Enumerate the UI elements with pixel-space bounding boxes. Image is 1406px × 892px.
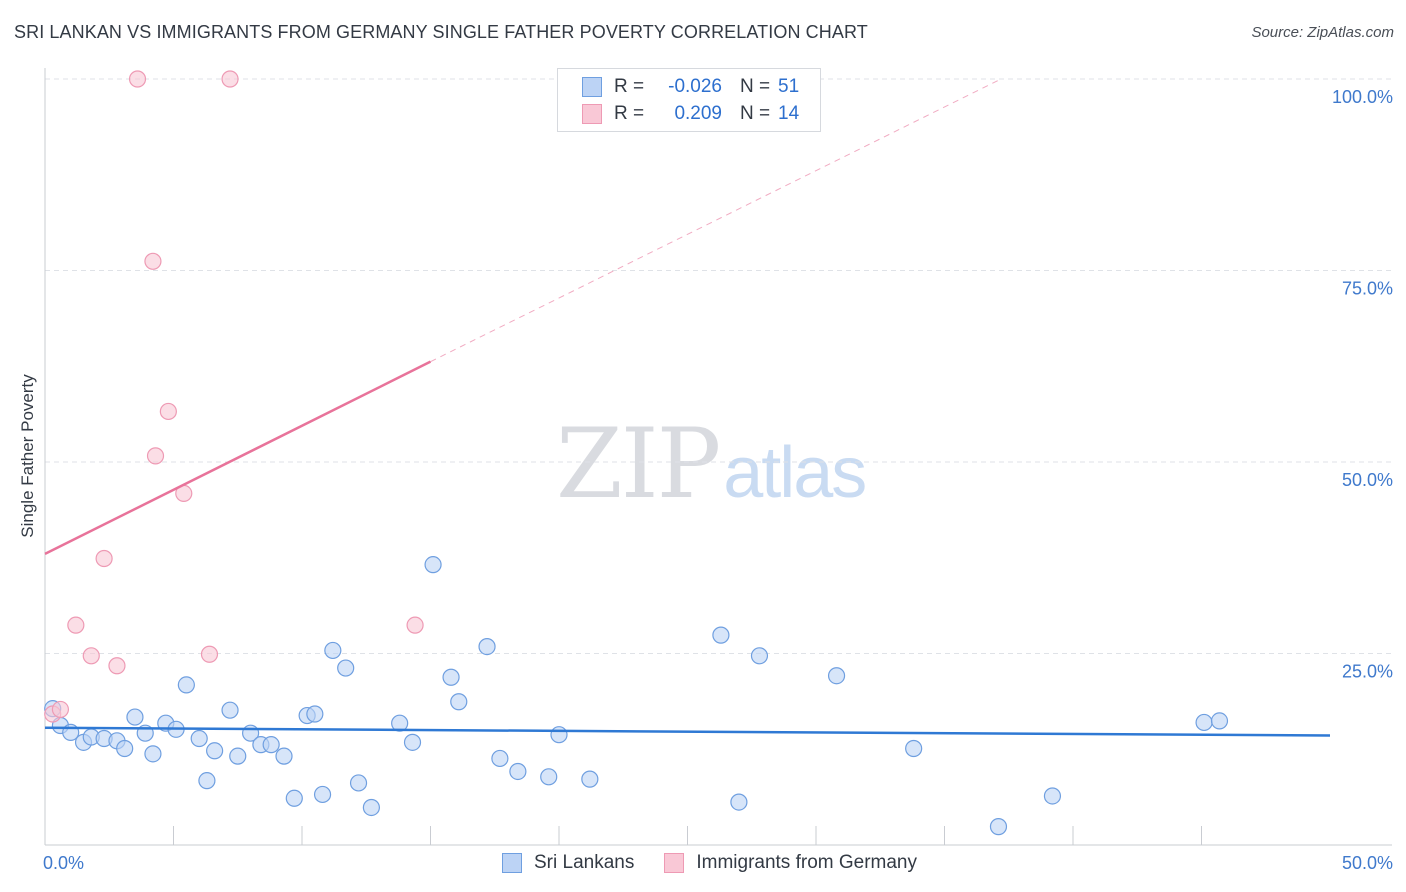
point-immigrants-germany <box>221 70 239 88</box>
point-sri-lankans <box>362 798 380 817</box>
y-axis-label: Single Father Poverty <box>18 374 37 538</box>
legend-r-value: 0.209 <box>674 103 722 124</box>
trend-line-immigrants-germany <box>44 360 432 556</box>
point-sri-lankans <box>306 705 324 723</box>
y-tick-label: 75.0% <box>1342 279 1393 299</box>
point-sri-lankans <box>116 739 134 758</box>
legend-label: Immigrants from Germany <box>696 852 917 873</box>
point-immigrants-germany <box>146 447 165 465</box>
legend-swatch-blue <box>582 77 602 97</box>
legend-r-value: -0.026 <box>668 76 722 97</box>
point-sri-lankans <box>750 647 769 665</box>
point-sri-lankans <box>391 714 409 732</box>
legend-swatch-blue <box>502 853 522 873</box>
point-sri-lankans <box>581 770 599 788</box>
x-tick-label: 0.0% <box>43 853 84 873</box>
point-sri-lankans <box>1043 787 1062 805</box>
point-immigrants-germany <box>200 645 219 663</box>
point-sri-lankans <box>442 668 460 686</box>
chart-title: SRI LANKAN VS IMMIGRANTS FROM GERMANY SI… <box>14 22 868 42</box>
point-sri-lankans <box>206 742 224 760</box>
point-sri-lankans <box>198 772 216 790</box>
legend-row-sri-lankans: R = -0.026 N = 51 <box>582 76 799 98</box>
point-sri-lankans <box>989 818 1008 836</box>
legend-n-label: N = <box>740 103 771 124</box>
point-sri-lankans <box>1195 713 1213 732</box>
legend-n-label: N = <box>740 76 771 97</box>
point-sri-lankans <box>126 708 144 726</box>
point-sri-lankans <box>221 701 239 719</box>
point-immigrants-germany <box>67 616 85 634</box>
point-sri-lankans <box>403 733 422 751</box>
point-sri-lankans <box>313 785 332 804</box>
correlation-legend: R = -0.026 N = 51 R = 0.209 N = 14 <box>557 68 821 132</box>
point-sri-lankans <box>730 793 748 811</box>
point-sri-lankans <box>450 693 468 711</box>
point-sri-lankans <box>275 747 293 765</box>
legend-r-label: R = <box>614 76 645 97</box>
point-immigrants-germany <box>51 700 70 719</box>
legend-n-value: 51 <box>778 76 800 97</box>
point-sri-lankans <box>285 789 303 807</box>
point-immigrants-germany <box>159 402 177 421</box>
point-sri-lankans <box>324 641 342 660</box>
point-immigrants-germany <box>108 657 126 675</box>
trend-line-sri-lankans <box>44 726 1331 737</box>
point-sri-lankans <box>229 747 247 765</box>
legend-r-label: R = <box>614 103 645 124</box>
point-sri-lankans <box>827 667 846 685</box>
series-legend: Sri Lankans Immigrants from Germany <box>502 852 947 874</box>
legend-item-sri-lankans[interactable]: Sri Lankans <box>502 852 634 874</box>
point-sri-lankans <box>190 729 208 748</box>
source-credit: Source: ZipAtlas.com <box>1251 24 1394 41</box>
y-tick-label: 100.0% <box>1332 87 1393 107</box>
point-immigrants-germany <box>82 647 100 665</box>
trend-extension-immigrants-germany <box>430 78 1002 363</box>
point-immigrants-germany <box>144 252 162 270</box>
point-sri-lankans <box>478 638 496 656</box>
point-sri-lankans <box>540 768 558 786</box>
point-sri-lankans <box>1210 712 1229 730</box>
legend-swatch-pink <box>664 853 685 873</box>
point-immigrants-germany <box>128 70 147 88</box>
point-sri-lankans <box>177 676 195 694</box>
point-sri-lankans <box>509 762 527 781</box>
point-sri-lankans <box>349 774 368 792</box>
legend-label: Sri Lankans <box>534 852 635 873</box>
point-sri-lankans <box>144 745 162 763</box>
point-sri-lankans <box>491 749 509 768</box>
x-tick-label: 50.0% <box>1342 853 1393 873</box>
point-sri-lankans <box>905 739 923 758</box>
point-immigrants-germany <box>406 616 424 634</box>
y-tick-label: 50.0% <box>1342 470 1393 490</box>
point-sri-lankans <box>712 626 730 644</box>
point-immigrants-germany <box>95 549 113 568</box>
point-sri-lankans <box>262 736 280 754</box>
point-sri-lankans <box>424 556 442 574</box>
point-sri-lankans <box>337 659 355 677</box>
y-tick-label: 25.0% <box>1342 662 1393 682</box>
legend-n-value: 14 <box>778 103 800 124</box>
legend-row-immigrants-germany: R = 0.209 N = 14 <box>582 103 799 125</box>
legend-swatch-pink <box>582 104 602 124</box>
point-sri-lankans <box>550 726 568 744</box>
legend-item-immigrants-germany[interactable]: Immigrants from Germany <box>664 852 917 874</box>
